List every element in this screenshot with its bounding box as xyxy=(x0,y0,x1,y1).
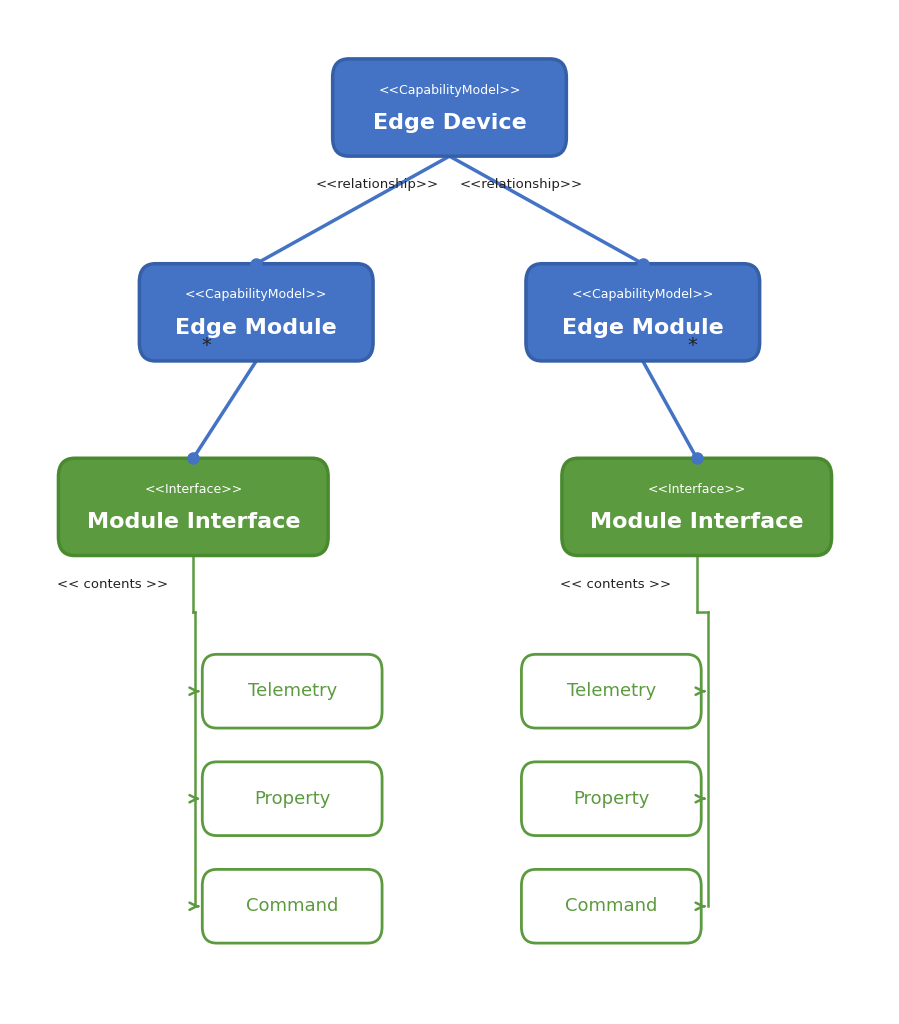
FancyBboxPatch shape xyxy=(333,58,566,156)
Text: <<CapabilityModel>>: <<CapabilityModel>> xyxy=(572,289,714,301)
FancyBboxPatch shape xyxy=(521,869,701,943)
Text: << contents >>: << contents >> xyxy=(560,578,672,591)
FancyBboxPatch shape xyxy=(202,654,382,728)
Text: <<relationship>>: <<relationship>> xyxy=(316,178,439,190)
FancyBboxPatch shape xyxy=(139,264,373,361)
Text: Module Interface: Module Interface xyxy=(86,512,300,532)
Text: Edge Device: Edge Device xyxy=(372,113,527,133)
Text: <<Interface>>: <<Interface>> xyxy=(647,483,746,496)
Text: Command: Command xyxy=(246,897,338,915)
FancyBboxPatch shape xyxy=(526,264,760,361)
Text: <<relationship>>: <<relationship>> xyxy=(460,178,583,190)
Text: *: * xyxy=(688,336,697,355)
Text: Edge Module: Edge Module xyxy=(175,317,337,338)
Text: *: * xyxy=(202,336,211,355)
FancyBboxPatch shape xyxy=(521,654,701,728)
Text: Telemetry: Telemetry xyxy=(247,682,337,700)
Text: Edge Module: Edge Module xyxy=(562,317,724,338)
FancyBboxPatch shape xyxy=(58,459,328,555)
Text: << contents >>: << contents >> xyxy=(57,578,168,591)
FancyBboxPatch shape xyxy=(562,459,832,555)
Text: <<CapabilityModel>>: <<CapabilityModel>> xyxy=(185,289,327,301)
FancyBboxPatch shape xyxy=(202,762,382,836)
Text: Command: Command xyxy=(565,897,657,915)
Text: <<Interface>>: <<Interface>> xyxy=(144,483,243,496)
FancyBboxPatch shape xyxy=(521,762,701,836)
Text: Property: Property xyxy=(574,790,649,808)
Text: Telemetry: Telemetry xyxy=(566,682,656,700)
FancyBboxPatch shape xyxy=(202,869,382,943)
Text: Module Interface: Module Interface xyxy=(590,512,804,532)
Text: <<CapabilityModel>>: <<CapabilityModel>> xyxy=(378,84,521,96)
Text: Property: Property xyxy=(254,790,330,808)
